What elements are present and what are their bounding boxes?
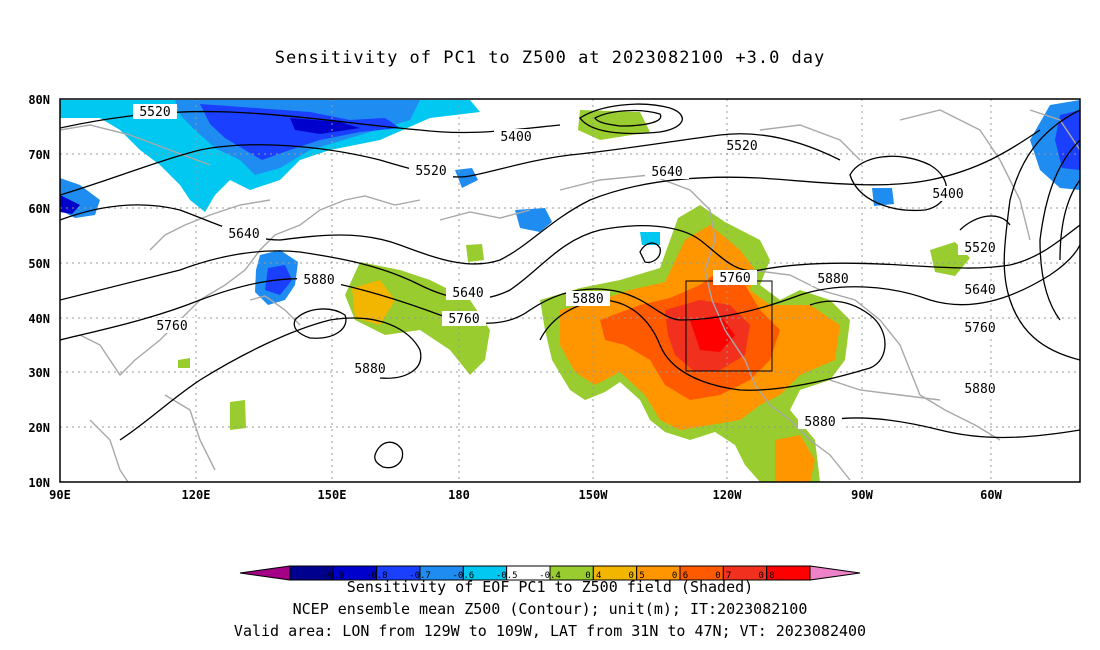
- footer-line-3: Valid area: LON from 129W to 109W, LAT f…: [233, 622, 867, 640]
- contour-label: 5880: [798, 414, 842, 430]
- svg-text:5760: 5760: [964, 321, 995, 336]
- colorbar-tick-label: -0.8: [366, 571, 388, 581]
- svg-text:5640: 5640: [651, 165, 682, 180]
- lon-label: 90E: [49, 488, 71, 502]
- contour-label: 5880: [348, 361, 392, 377]
- svg-text:5400: 5400: [932, 187, 963, 202]
- colorbar-tick-label: -0.7: [409, 571, 431, 581]
- svg-text:5640: 5640: [964, 283, 995, 298]
- svg-text:5880: 5880: [817, 272, 848, 287]
- contour-label: 5880: [566, 291, 610, 307]
- lon-label: 120E: [182, 488, 211, 502]
- latitude-labels: 80N 70N 60N 50N 40N 30N 20N 10N: [28, 93, 50, 490]
- svg-text:5640: 5640: [452, 286, 483, 301]
- contour-label: 5400: [494, 129, 538, 145]
- colorbar-tick-label: 0.8: [759, 571, 775, 581]
- svg-text:5880: 5880: [804, 415, 835, 430]
- lon-label: 150E: [318, 488, 347, 502]
- lat-label: 40N: [28, 312, 50, 326]
- colorbar-tick-label: 0.4: [585, 571, 601, 581]
- contour-label: 5760: [958, 320, 1002, 336]
- lon-label: 180: [448, 488, 470, 502]
- footer-line-2: NCEP ensemble mean Z500 (Contour); unit(…: [292, 600, 808, 618]
- colorbar-tick-label: -0.4: [539, 571, 561, 581]
- contour-label: 5520: [720, 138, 764, 154]
- contour-label: 5400: [926, 186, 970, 202]
- contour-label: 5760: [150, 318, 194, 334]
- contour-label: 5880: [297, 272, 341, 288]
- colorbar-tick-label: 0.6: [672, 571, 688, 581]
- svg-text:5640: 5640: [228, 227, 259, 242]
- colorbar-tick-label: 0.7: [715, 571, 731, 581]
- colorbar-tick-label: -0.9: [322, 571, 344, 581]
- svg-text:5760: 5760: [156, 319, 187, 334]
- contour-label: 5880: [958, 381, 1002, 397]
- svg-text:5520: 5520: [415, 164, 446, 179]
- footer-line-1: Sensitivity of EOF PC1 to Z500 field (Sh…: [346, 578, 754, 596]
- colorbar-tick-label: 0.5: [629, 571, 645, 581]
- contour-label: 5640: [958, 282, 1002, 298]
- lon-label: 150W: [579, 488, 609, 502]
- lat-label: 50N: [28, 257, 50, 271]
- svg-text:5760: 5760: [448, 312, 479, 327]
- contour-label: 5640: [446, 285, 490, 301]
- contour-label: 5520: [958, 240, 1002, 256]
- lat-label: 60N: [28, 202, 50, 216]
- lon-label: 90W: [851, 488, 873, 502]
- contour-label: 5640: [645, 164, 689, 180]
- lat-label: 80N: [28, 93, 50, 107]
- svg-text:5760: 5760: [719, 271, 750, 286]
- negative-sensitivity-shading: [60, 100, 1080, 305]
- lat-label: 10N: [28, 476, 50, 490]
- plot-frame: [59, 98, 1081, 483]
- colorbar-high-arrow: [809, 565, 861, 581]
- contour-labels: 5520 5400 5520 5520 5640 5400 5640 5880 …: [133, 104, 1002, 430]
- lat-label: 20N: [28, 421, 50, 435]
- contour-label: 5760: [442, 311, 486, 327]
- lat-label: 70N: [28, 148, 50, 162]
- svg-text:5880: 5880: [572, 292, 603, 307]
- contour-label: 5760: [713, 270, 757, 286]
- lon-label: 60W: [980, 488, 1002, 502]
- lon-label: 120W: [713, 488, 743, 502]
- longitude-labels: 90E 120E 150E 180 150W 120W 90W 60W: [49, 488, 1002, 502]
- contour-label: 5880: [811, 271, 855, 287]
- svg-text:5520: 5520: [726, 139, 757, 154]
- svg-text:5880: 5880: [964, 382, 995, 397]
- contour-label: 5520: [133, 104, 177, 120]
- contour-label: 5640: [222, 226, 266, 242]
- lat-label: 30N: [28, 366, 50, 380]
- svg-text:5520: 5520: [964, 241, 995, 256]
- svg-text:5520: 5520: [139, 105, 170, 120]
- colorbar: -0.9 -0.8 -0.7 -0.6 -0.5 -0.4 0.4 0.5 0.6 0.7 0.8: [239, 565, 861, 581]
- colorbar-tick-label: -0.5: [496, 571, 518, 581]
- svg-text:5880: 5880: [354, 362, 385, 377]
- contour-label: 5520: [409, 163, 453, 179]
- map-title: Sensitivity of PC1 to Z500 at 2023082100…: [274, 48, 826, 68]
- coastlines: [60, 109, 1080, 482]
- svg-text:5400: 5400: [500, 130, 531, 145]
- svg-text:5880: 5880: [303, 273, 334, 288]
- colorbar-tick-label: -0.6: [452, 571, 474, 581]
